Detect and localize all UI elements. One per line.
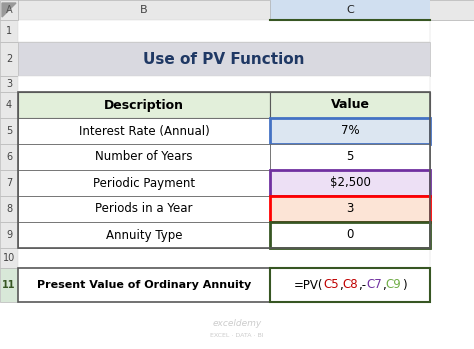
Text: Number of Years: Number of Years bbox=[95, 150, 193, 163]
Polygon shape bbox=[2, 3, 16, 17]
Text: 3: 3 bbox=[6, 79, 12, 89]
Bar bbox=[0, 144, 18, 170]
Bar bbox=[0, 170, 18, 196]
Bar bbox=[270, 222, 430, 248]
Text: 7%: 7% bbox=[341, 125, 359, 138]
Text: B: B bbox=[140, 5, 148, 15]
Text: C7: C7 bbox=[366, 279, 382, 291]
Bar bbox=[18, 170, 270, 196]
Bar bbox=[18, 196, 270, 222]
Text: 9: 9 bbox=[6, 230, 12, 240]
Bar bbox=[0, 42, 18, 76]
Bar bbox=[18, 76, 430, 92]
Text: ,: , bbox=[382, 279, 386, 291]
Bar bbox=[18, 268, 270, 302]
Text: ): ) bbox=[401, 279, 406, 291]
Text: Periods in a Year: Periods in a Year bbox=[95, 202, 193, 215]
Text: C8: C8 bbox=[343, 279, 358, 291]
Text: 5: 5 bbox=[6, 126, 12, 136]
Text: 10: 10 bbox=[3, 253, 15, 263]
Bar bbox=[0, 0, 474, 20]
Bar bbox=[0, 248, 18, 268]
Text: Present Value of Ordinary Annuity: Present Value of Ordinary Annuity bbox=[37, 280, 251, 290]
Bar bbox=[270, 118, 430, 144]
Text: C5: C5 bbox=[323, 279, 339, 291]
Text: 6: 6 bbox=[6, 152, 12, 162]
Text: 5: 5 bbox=[346, 150, 354, 163]
Text: 8: 8 bbox=[6, 204, 12, 214]
Text: 11: 11 bbox=[2, 280, 16, 290]
Text: Use of PV Function: Use of PV Function bbox=[143, 52, 305, 67]
Text: 1: 1 bbox=[6, 26, 12, 36]
Bar bbox=[270, 268, 430, 302]
Text: EXCEL · DATA · BI: EXCEL · DATA · BI bbox=[210, 333, 264, 337]
Bar bbox=[0, 196, 18, 222]
Text: 4: 4 bbox=[6, 100, 12, 110]
Bar bbox=[18, 222, 270, 248]
Bar bbox=[18, 144, 270, 170]
Bar bbox=[18, 20, 430, 42]
Text: 2: 2 bbox=[6, 54, 12, 64]
Text: 3: 3 bbox=[346, 202, 354, 215]
Text: ,: , bbox=[339, 279, 343, 291]
Text: Description: Description bbox=[104, 98, 184, 111]
Text: Annuity Type: Annuity Type bbox=[106, 229, 182, 242]
Bar bbox=[0, 222, 18, 248]
Bar bbox=[18, 118, 270, 144]
Text: Value: Value bbox=[330, 98, 370, 111]
Bar bbox=[270, 170, 430, 196]
Text: 7: 7 bbox=[6, 178, 12, 188]
Text: Periodic Payment: Periodic Payment bbox=[93, 177, 195, 190]
Text: $2,500: $2,500 bbox=[329, 177, 371, 190]
Bar bbox=[18, 42, 430, 76]
Text: C: C bbox=[346, 5, 354, 15]
Bar bbox=[18, 92, 270, 118]
Text: ,-: ,- bbox=[358, 279, 366, 291]
Bar bbox=[0, 118, 18, 144]
Text: Interest Rate (Annual): Interest Rate (Annual) bbox=[79, 125, 210, 138]
Bar bbox=[270, 0, 430, 20]
Text: exceldemy: exceldemy bbox=[212, 319, 262, 328]
Bar bbox=[0, 268, 18, 302]
Bar bbox=[0, 76, 18, 92]
Bar bbox=[270, 196, 430, 222]
Bar bbox=[18, 20, 430, 302]
Text: A: A bbox=[6, 5, 12, 15]
Text: =PV(: =PV( bbox=[294, 279, 323, 291]
Text: 0: 0 bbox=[346, 229, 354, 242]
Bar bbox=[18, 248, 430, 268]
Bar bbox=[18, 92, 430, 248]
Bar bbox=[270, 92, 430, 118]
Text: C9: C9 bbox=[386, 279, 401, 291]
Bar bbox=[270, 144, 430, 170]
Bar bbox=[0, 92, 18, 118]
Bar bbox=[0, 20, 18, 42]
